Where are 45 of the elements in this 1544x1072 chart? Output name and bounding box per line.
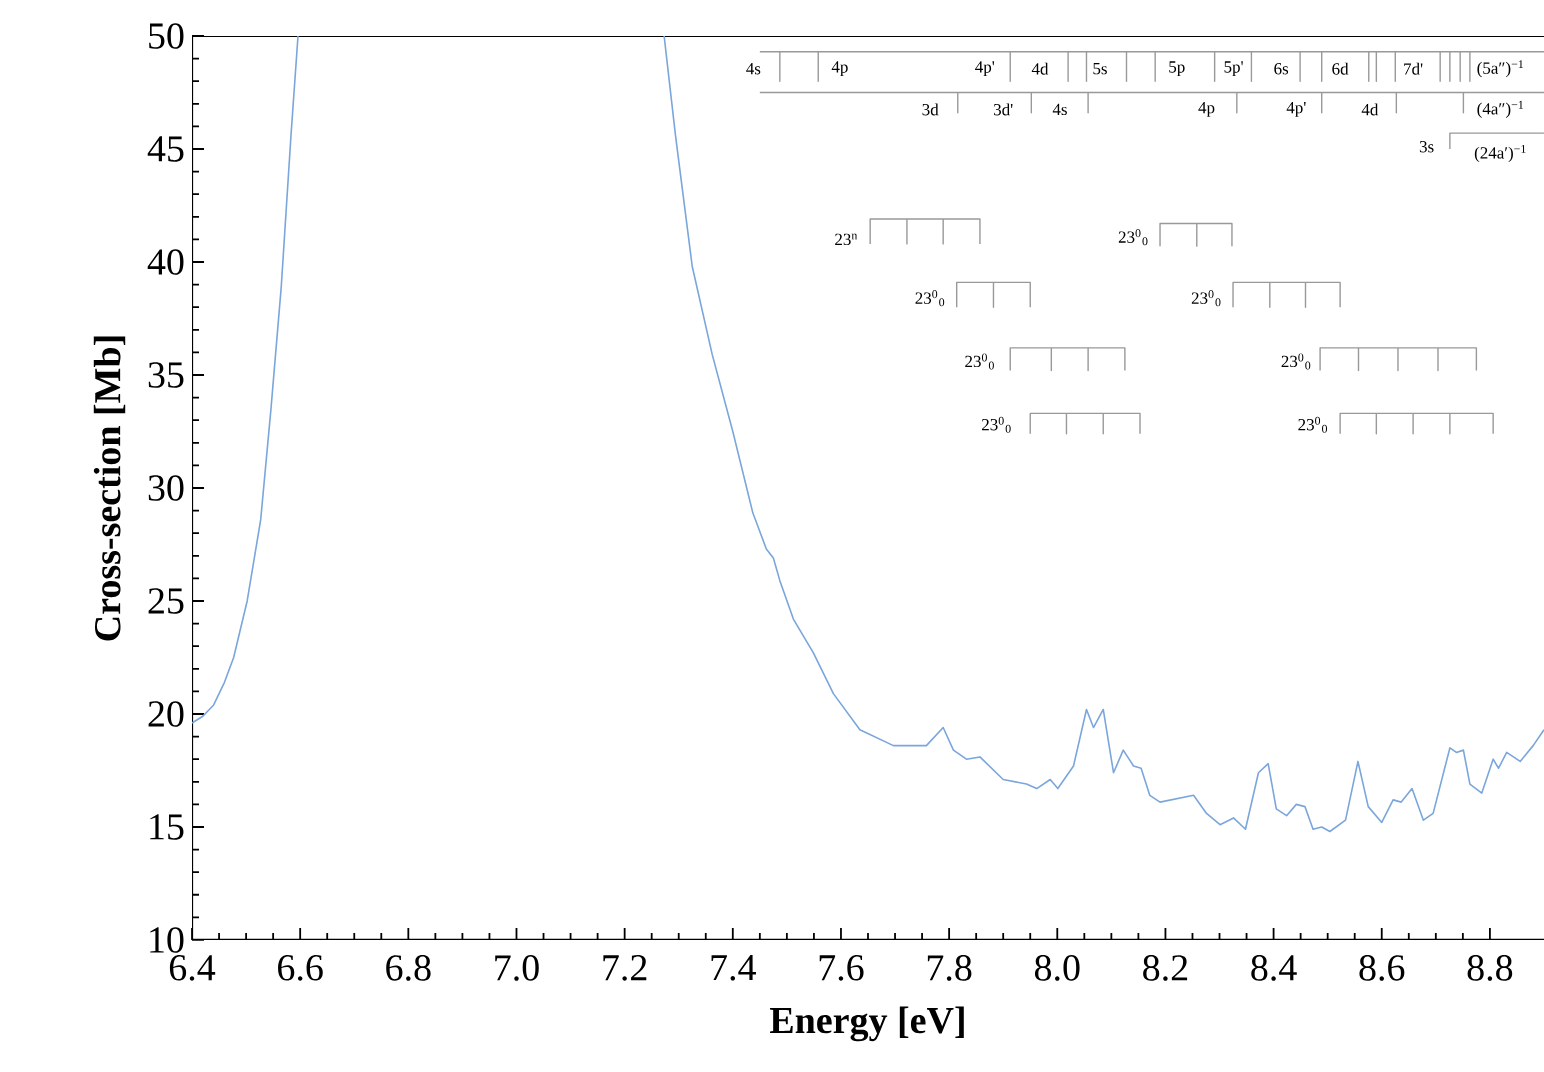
x-tick-label: 8.2 — [1143, 955, 1188, 981]
annotation: (5a″)$^{−1}$ — [1477, 60, 1524, 78]
annotation: 6s — [1274, 63, 1289, 75]
annotation: 5s — [1093, 63, 1107, 75]
annotation: 23$^{n}$ — [835, 233, 858, 246]
y-tick-label: 20 — [148, 701, 184, 727]
x-tick-label: 7.4 — [711, 955, 756, 981]
x-tick-label: 7.8 — [927, 955, 972, 981]
annotation: 5p' — [1224, 61, 1243, 77]
x-tick-label: 8.6 — [1359, 955, 1405, 981]
annotation: 4p' — [975, 61, 995, 77]
annotation: (4a″)$^{−1}$ — [1477, 100, 1524, 118]
y-tick-label: 15 — [150, 814, 184, 840]
x-tick-label: 7.0 — [495, 955, 539, 981]
annotation: 3s — [1419, 141, 1434, 153]
x-tick-label: 6.6 — [278, 955, 323, 981]
annotation: 4d — [1031, 62, 1049, 75]
annotation: 3d' — [993, 103, 1013, 116]
x-tick-label: 8.4 — [1251, 955, 1297, 981]
annotation: 4s — [746, 63, 761, 75]
y-tick-label: 10 — [150, 927, 184, 953]
x-tick-label: 6.4 — [169, 955, 216, 981]
y-tick-label: 25 — [148, 588, 184, 614]
annotation: 4p' — [1286, 102, 1306, 117]
annotation: 7d' — [1404, 62, 1423, 75]
annotation: 4d — [1361, 103, 1379, 116]
annotation: 4s — [1052, 103, 1067, 116]
y-axis-title: Cross-section [Mb] — [93, 336, 126, 641]
y-tick-label: 50 — [149, 23, 184, 49]
x-tick-label: 7.6 — [819, 955, 864, 981]
y-tick-label: 45 — [147, 136, 184, 162]
x-tick-label: 8.8 — [1467, 955, 1513, 981]
annotation: 4p — [831, 61, 848, 77]
x-tick-label: 8.0 — [1034, 955, 1080, 981]
x-axis-title: Energy [eV] — [770, 1006, 964, 1042]
x-tick-label: 7.2 — [603, 955, 647, 981]
annotation: 3d — [922, 103, 939, 116]
y-tick-label: 30 — [148, 475, 184, 501]
annotation: (24a′)$^{−1}$ — [1474, 144, 1526, 163]
y-tick-label: 40 — [147, 249, 184, 275]
x-tick-label: 6.8 — [386, 955, 431, 981]
annotation: 5p — [1169, 61, 1185, 77]
y-tick-label: 35 — [148, 362, 184, 388]
annotation: 4p — [1198, 102, 1215, 117]
annotation: 6d — [1332, 62, 1349, 75]
